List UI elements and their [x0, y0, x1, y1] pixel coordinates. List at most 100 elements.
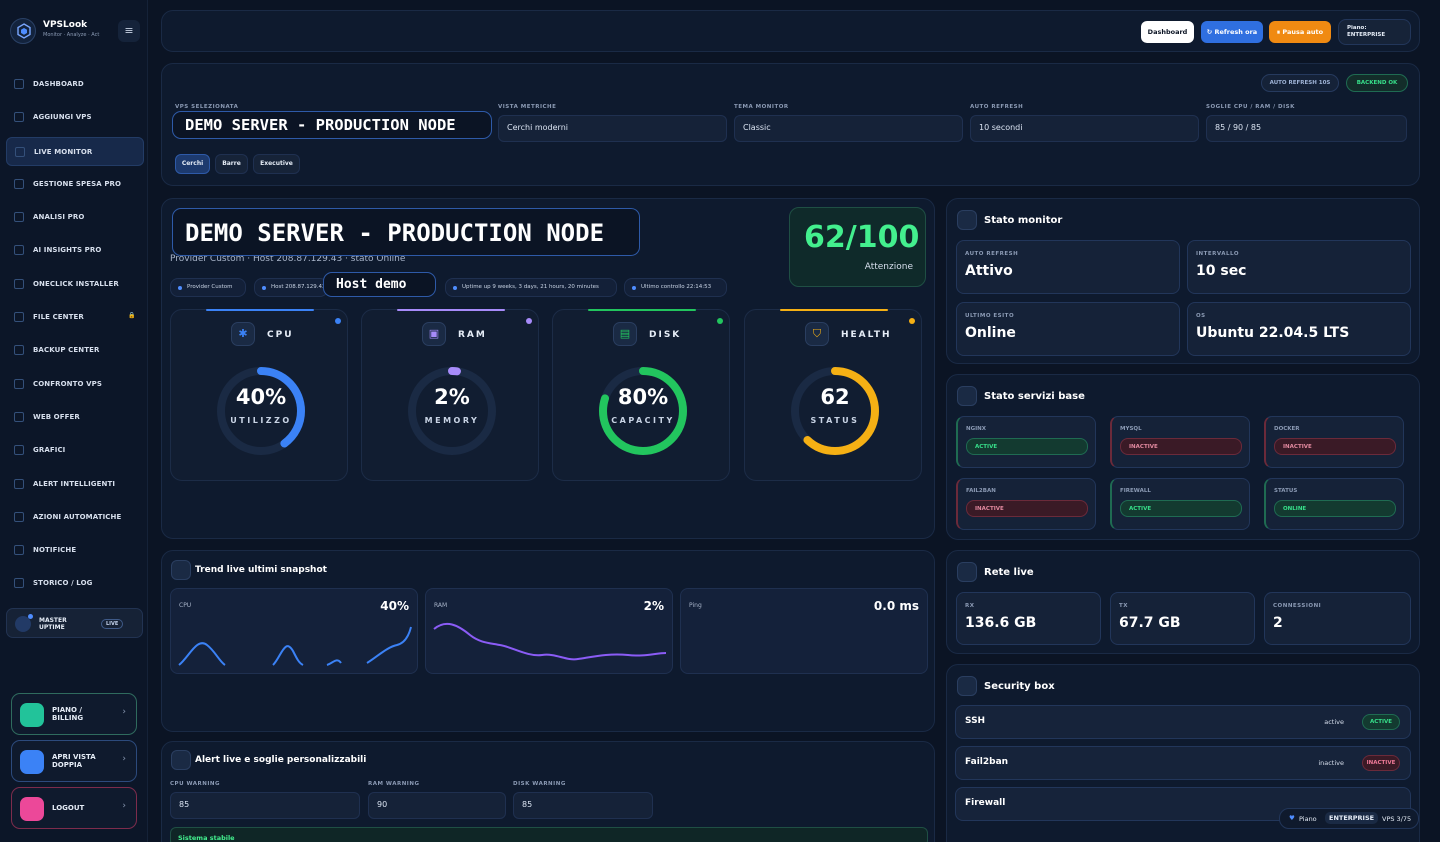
nav-item-icon: [14, 312, 24, 323]
trend-panel: Trend live ultimi snapshot CPU 40% RAM 2…: [161, 550, 935, 732]
cpu-warning-label: CPU WARNING: [170, 781, 221, 787]
dashboard-button[interactable]: Dashboard: [1141, 21, 1194, 43]
logout-label: LOGOUT: [52, 804, 85, 812]
backend-ok-badge: BACKEND OK: [1346, 74, 1408, 92]
brand[interactable]: VPSLook Monitor · Analyze · Act ≡: [8, 16, 140, 46]
security-row-status: active: [1324, 718, 1344, 726]
rete-panel: Rete live RX 136.6 GB TX 67.7 GB CONNESS…: [946, 550, 1420, 654]
master-uptime-button[interactable]: MASTER UPTIME LIVE: [6, 608, 143, 638]
disk-warning-label: DISK WARNING: [513, 781, 566, 787]
cpu-sparkline: CPU 40%: [170, 588, 418, 674]
tab-barre[interactable]: Barre: [215, 154, 248, 174]
disk-warning-input[interactable]: 85: [513, 792, 653, 819]
sidebar-item-grafici[interactable]: GRAFICI: [6, 436, 144, 465]
gauge-cpu: ✱ CPU 40% UTILIZZO: [170, 309, 348, 481]
card-connessioni-label: CONNESSIONI: [1273, 603, 1322, 609]
sidebar-item-oneclick-installer[interactable]: ONECLICK INSTALLER: [6, 270, 144, 299]
gauge-health: ⛉ HEALTH 62 STATUS: [744, 309, 922, 481]
security-row-name: Fail2ban: [965, 757, 1009, 767]
gauge-status-dot: [335, 318, 341, 324]
gauge-accent-bar: [397, 309, 505, 311]
gauge-caption: MEMORY: [424, 416, 480, 425]
card-tx: TX 67.7 GB: [1110, 592, 1255, 645]
soglie-input[interactable]: 85 / 90 / 85: [1206, 115, 1407, 142]
sidebar-item-analisi-pro[interactable]: ANALISI PRO: [6, 203, 144, 232]
sidebar-item-backup-center[interactable]: BACKUP CENTER: [6, 336, 144, 365]
billing-button[interactable]: PIANO / BILLING ›: [11, 693, 137, 735]
service-status-badge: INACTIVE: [966, 500, 1088, 517]
system-status-bar: Sistema stabile: [170, 827, 928, 842]
sidebar-item-confronto-vps[interactable]: CONFRONTO VPS: [6, 370, 144, 399]
tab-cerchi[interactable]: Cerchi: [175, 154, 210, 174]
sidebar-item-notifiche[interactable]: NOTIFICHE: [6, 536, 144, 565]
gauge-ring: [408, 367, 496, 455]
logout-button[interactable]: LOGOUT ›: [11, 787, 137, 829]
nav-item-icon: [14, 445, 24, 456]
gauge-ring: [599, 367, 687, 455]
alert-triangle-icon: [171, 750, 191, 770]
server-subtitle: Provider Custom · Host 208.87.129.43 · s…: [170, 254, 406, 264]
sidebar-item-web-offer[interactable]: WEB OFFER: [6, 403, 144, 432]
sidebar-item-dashboard[interactable]: DASHBOARD: [6, 70, 144, 99]
card-rx-label: RX: [965, 603, 975, 609]
nav-item-icon: [15, 146, 25, 157]
card-os-label: OS: [1196, 313, 1206, 319]
sidebar-item-azioni-automatiche[interactable]: AZIONI AUTOMATICHE: [6, 503, 144, 532]
nav-item-icon: [14, 345, 24, 356]
card-os-value: Ubuntu 22.04.5 LTS: [1196, 325, 1350, 341]
auto-refresh-select[interactable]: 10 secondi: [970, 115, 1199, 142]
split-view-button[interactable]: APRI VISTA DOPPIA ›: [11, 740, 137, 782]
sidebar-item-label: ALERT INTELLIGENTI: [33, 479, 116, 488]
stato-monitor-title: Stato monitor: [984, 215, 1063, 226]
vista-metriche-select[interactable]: Cerchi moderni: [498, 115, 727, 142]
gauge-value: 2%: [434, 385, 470, 409]
gauge-title: CPU: [267, 330, 294, 340]
sidebar-item-label: GRAFICI: [33, 446, 66, 455]
service-label: FAIL2BAN: [966, 488, 996, 494]
sidebar-item-gestione-spesa-pro[interactable]: GESTIONE SPESA PRO: [6, 170, 144, 199]
vpslook-logo-icon: [10, 18, 36, 44]
disk-icon: ▤: [613, 322, 637, 346]
service-mysql: MYSQL INACTIVE: [1110, 416, 1250, 468]
auto-refresh-label: AUTO REFRESH: [970, 104, 1024, 110]
network-icon: [957, 562, 977, 582]
tab-executive[interactable]: Executive: [253, 154, 300, 174]
sidebar-item-file-center[interactable]: FILE CENTER 🔒: [6, 303, 144, 332]
sidebar-item-alert-intelligenti[interactable]: ALERT INTELLIGENTI: [6, 470, 144, 499]
tema-monitor-label: TEMA MONITOR: [734, 104, 789, 110]
nav-item-icon: [14, 545, 24, 556]
billing-icon: [20, 703, 44, 727]
sidebar-item-live-monitor[interactable]: LIVE MONITOR: [6, 136, 144, 166]
nav-item-icon: [14, 278, 24, 289]
sidebar-item-label: FILE CENTER: [33, 313, 84, 322]
service-nginx: NGINX ACTIVE: [956, 416, 1096, 468]
system-status-text: Sistema stabile: [178, 834, 235, 842]
refresh-button[interactable]: ↻ Refresh ora: [1201, 21, 1263, 43]
sidebar-item-ai-insights-pro[interactable]: AI INSIGHTS PRO: [6, 236, 144, 265]
sidebar-item-aggiungi-vps[interactable]: AGGIUNGI VPS: [6, 103, 144, 132]
sidebar-item-label: AGGIUNGI VPS: [33, 113, 92, 122]
menu-toggle-icon[interactable]: ≡: [118, 20, 140, 42]
health-score-value: 62/100: [804, 220, 920, 255]
service-status: STATUS ONLINE: [1264, 478, 1404, 530]
sidebar-item-label: WEB OFFER: [33, 412, 80, 421]
card-intervallo: INTERVALLO 10 sec: [1187, 240, 1411, 294]
service-status-badge: ONLINE: [1274, 500, 1396, 517]
plan-footer-badge: ♥ Piano ENTERPRISE VPS 3/75: [1279, 808, 1419, 829]
pause-auto-button[interactable]: ⏸ Pausa auto: [1269, 21, 1331, 43]
tema-monitor-select[interactable]: Classic: [734, 115, 963, 142]
security-row-badge: ACTIVE: [1362, 714, 1400, 730]
sidebar-item-label: NOTIFICHE: [33, 546, 77, 555]
gauge-value: 40%: [235, 385, 287, 409]
vps-select[interactable]: DEMO SERVER - PRODUCTION NODE: [172, 111, 492, 139]
sidebar-item-label: BACKUP CENTER: [33, 346, 100, 355]
ram-warning-input[interactable]: 90: [368, 792, 506, 819]
service-label: STATUS: [1274, 488, 1298, 494]
service-firewall: FIREWALL ACTIVE: [1110, 478, 1250, 530]
brand-name: VPSLook: [43, 20, 88, 30]
server-title: DEMO SERVER - PRODUCTION NODE: [172, 208, 640, 256]
sidebar-nav: DASHBOARD AGGIUNGI VPS LIVE MONITOR GESTION…: [6, 70, 144, 603]
cpu-warning-input[interactable]: 85: [170, 792, 360, 819]
sidebar-item-storico-log[interactable]: STORICO / LOG: [6, 569, 144, 598]
nav-item-icon: [14, 245, 24, 256]
